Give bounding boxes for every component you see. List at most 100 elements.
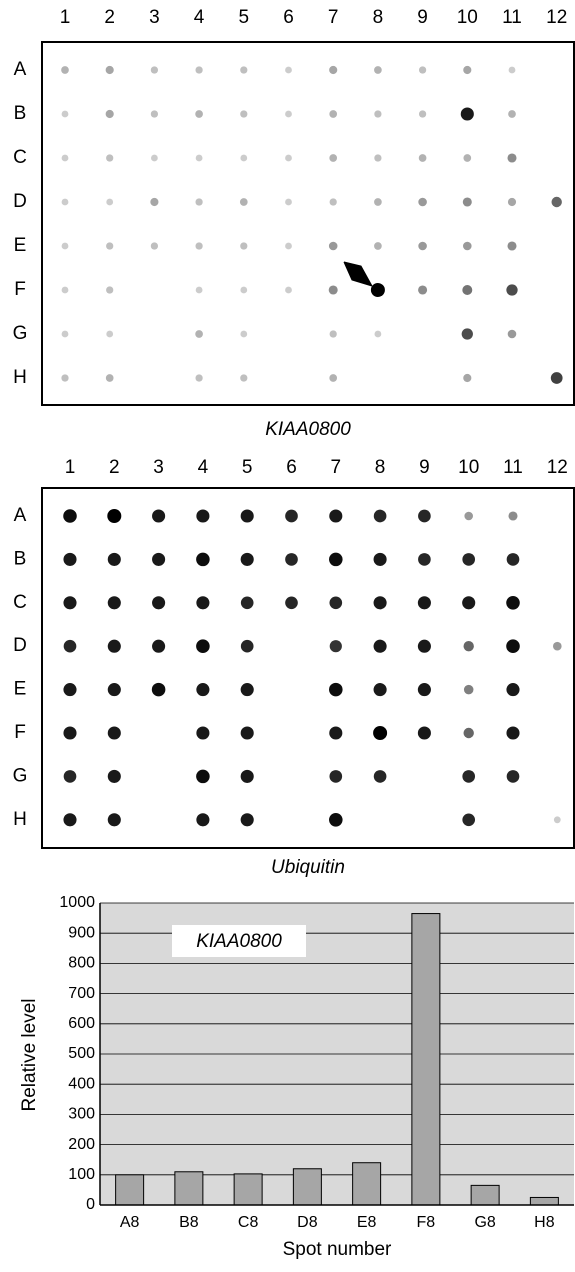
spot (240, 198, 248, 206)
column-label: 5 (242, 457, 253, 478)
spot (64, 640, 77, 653)
column-label: 5 (239, 7, 250, 28)
bar (293, 1169, 321, 1205)
column-label: 1 (65, 457, 76, 478)
spot (285, 67, 292, 74)
column-label: 3 (149, 7, 160, 28)
spot (553, 642, 562, 651)
bar (175, 1172, 203, 1205)
spot (106, 199, 113, 206)
spot (463, 374, 471, 382)
row-label: H (13, 367, 27, 388)
spot (506, 284, 517, 295)
spot (106, 154, 113, 161)
spot (62, 111, 69, 118)
y-tick-label: 100 (68, 1166, 95, 1183)
spot (464, 728, 474, 738)
spot (462, 553, 475, 566)
spot (508, 511, 517, 520)
spot (507, 553, 520, 566)
spot (63, 813, 76, 826)
row-label: D (13, 635, 27, 656)
spot (240, 331, 247, 338)
bar (471, 1185, 499, 1205)
row-label: C (13, 592, 27, 613)
spot (63, 509, 77, 523)
spot (195, 242, 202, 249)
spot (241, 813, 254, 826)
bar (530, 1197, 558, 1205)
spot (195, 110, 203, 118)
spot (107, 509, 121, 523)
spot (240, 66, 247, 73)
spot (152, 640, 165, 653)
x-tick-label: E8 (357, 1214, 377, 1231)
spot (462, 770, 475, 783)
blot-caption: KIAA0800 (265, 419, 351, 440)
spot (508, 110, 516, 118)
spot (507, 153, 516, 162)
column-label: 9 (419, 457, 430, 478)
spot (374, 110, 381, 117)
spot (241, 553, 254, 566)
spot (241, 596, 254, 609)
spot (329, 242, 338, 251)
spot (330, 198, 337, 205)
spot (419, 154, 427, 162)
bar (412, 914, 440, 1205)
spot (374, 198, 382, 206)
y-tick-label: 1000 (59, 894, 95, 911)
row-label: A (14, 59, 27, 80)
spot (152, 683, 166, 697)
spot (374, 683, 387, 696)
spot (240, 242, 247, 249)
spot (464, 641, 474, 651)
spot (285, 243, 292, 250)
spot (508, 330, 517, 339)
spot (418, 683, 431, 696)
spot (374, 640, 387, 653)
spot (552, 197, 562, 207)
spot (508, 198, 516, 206)
spot (464, 512, 473, 521)
column-label: 10 (458, 457, 479, 478)
spot (240, 374, 247, 381)
column-label: 7 (328, 7, 339, 28)
spot (329, 509, 342, 522)
row-label: C (13, 147, 27, 168)
spot (507, 241, 516, 250)
spot (371, 283, 385, 297)
spot (63, 726, 76, 739)
spot (195, 374, 202, 381)
y-tick-label: 0 (86, 1196, 95, 1213)
column-label: 10 (457, 7, 478, 28)
spot (195, 330, 203, 338)
spot (285, 111, 292, 118)
column-label: 9 (417, 7, 428, 28)
row-label: H (13, 809, 27, 830)
spot (418, 285, 427, 294)
spot (507, 770, 520, 783)
column-label: 7 (331, 457, 342, 478)
spot (418, 553, 431, 566)
spot (106, 66, 114, 74)
spot (418, 640, 431, 653)
bar (116, 1175, 144, 1205)
row-label: E (14, 235, 27, 256)
spot (108, 770, 121, 783)
spot (463, 154, 471, 162)
spot (62, 243, 69, 250)
spot (108, 726, 121, 739)
column-label: 2 (109, 457, 120, 478)
spot (152, 596, 165, 609)
bar (353, 1163, 381, 1205)
spot (106, 110, 114, 118)
bar (234, 1174, 262, 1205)
row-label: B (14, 103, 27, 124)
blot-frame (42, 488, 574, 848)
spot (462, 813, 475, 826)
spot (464, 685, 474, 695)
spot (285, 510, 298, 523)
spot (64, 770, 77, 783)
spot (463, 197, 472, 206)
